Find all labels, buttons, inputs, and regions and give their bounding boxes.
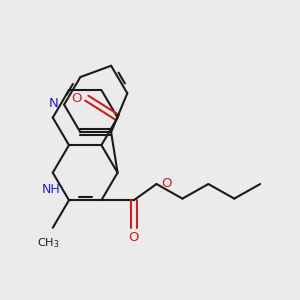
Text: O: O [161, 177, 172, 190]
Text: O: O [71, 92, 82, 105]
Text: N: N [49, 98, 58, 110]
Text: NH: NH [42, 183, 61, 196]
Text: O: O [128, 231, 139, 244]
Text: CH$_3$: CH$_3$ [37, 236, 59, 250]
